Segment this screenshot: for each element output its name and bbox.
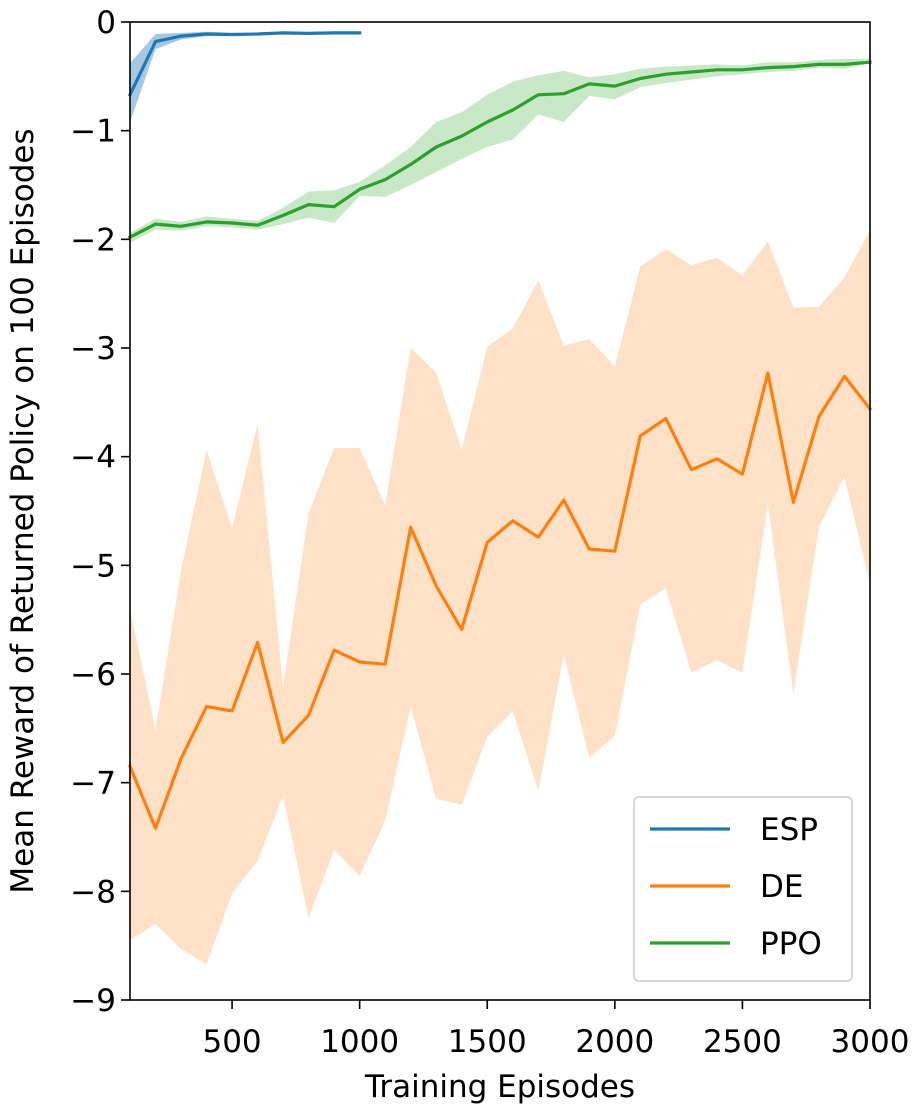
- x-axis-label: Training Episodes: [364, 1069, 635, 1105]
- x-axis-ticks: 500 1000 1500 2000 2500 3000: [202, 1000, 909, 1060]
- plot-area-frame: [129, 21, 871, 1001]
- legend-label-esp: ESP: [760, 812, 818, 848]
- y-tick-label: −6: [70, 657, 116, 693]
- series-line-de: [127, 371, 873, 830]
- y-tick-label: −8: [70, 874, 116, 910]
- x-tick-label: 3000: [831, 1024, 910, 1060]
- series-line-esp: [127, 31, 362, 97]
- y-tick-label: −4: [70, 440, 116, 476]
- legend-label-de: DE: [760, 869, 803, 905]
- y-tick-label: −9: [70, 983, 116, 1019]
- legend-box: [633, 796, 853, 982]
- band-esp: [130, 31, 360, 122]
- y-tick-label: −5: [70, 548, 116, 584]
- y-axis-ticks: 0 −1 −2 −3 −4 −5 −6 −7 −8 −9: [70, 5, 130, 1019]
- y-tick-label: −3: [70, 331, 116, 367]
- series-line-ppo: [127, 60, 872, 240]
- y-tick-label: −7: [70, 766, 116, 802]
- series-lines: [127, 31, 873, 830]
- legend-label-ppo: PPO: [760, 926, 822, 962]
- y-axis-label: Mean Reward of Returned Policy on 100 Ep…: [5, 128, 41, 893]
- band-ppo: [130, 58, 870, 243]
- y-tick-label: −2: [70, 222, 116, 258]
- x-tick-label: 2000: [575, 1024, 654, 1060]
- band-de: [130, 230, 870, 965]
- x-tick-label: 1500: [448, 1024, 527, 1060]
- x-tick-label: 2500: [703, 1024, 782, 1060]
- y-tick-label: 0: [96, 5, 116, 41]
- confidence-bands: [130, 31, 870, 965]
- legend: ESP DE PPO: [633, 796, 853, 982]
- y-tick-label: −1: [70, 114, 116, 150]
- x-tick-label: 1000: [320, 1024, 399, 1060]
- x-tick-label: 500: [202, 1024, 261, 1060]
